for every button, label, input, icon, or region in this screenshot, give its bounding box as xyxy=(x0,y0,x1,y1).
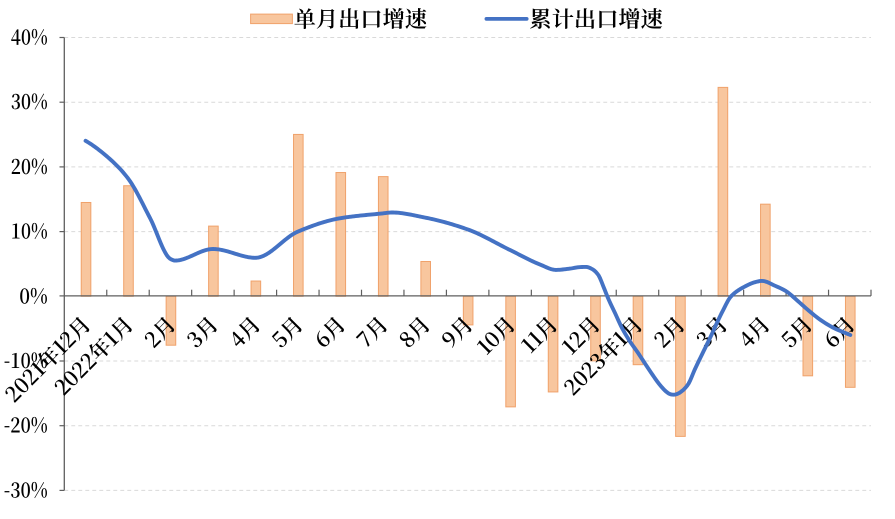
svg-text:6月: 6月 xyxy=(307,309,352,354)
svg-text:-10%: -10% xyxy=(4,345,48,375)
svg-text:0%: 0% xyxy=(19,280,48,310)
svg-text:累计出口增速: 累计出口增速 xyxy=(529,2,663,34)
svg-text:7月: 7月 xyxy=(350,309,395,354)
svg-text:4月: 4月 xyxy=(732,309,777,354)
svg-text:8月: 8月 xyxy=(392,309,437,354)
svg-text:单月出口增速: 单月出口增速 xyxy=(294,2,428,34)
svg-text:-30%: -30% xyxy=(4,474,48,504)
svg-text:3月: 3月 xyxy=(180,309,225,354)
svg-text:4月: 4月 xyxy=(222,309,267,354)
svg-text:20%: 20% xyxy=(11,151,48,181)
svg-text:-20%: -20% xyxy=(4,410,48,440)
svg-text:10%: 10% xyxy=(11,216,48,246)
svg-text:40%: 40% xyxy=(11,22,48,52)
svg-text:30%: 30% xyxy=(11,86,48,116)
svg-text:5月: 5月 xyxy=(265,309,310,354)
